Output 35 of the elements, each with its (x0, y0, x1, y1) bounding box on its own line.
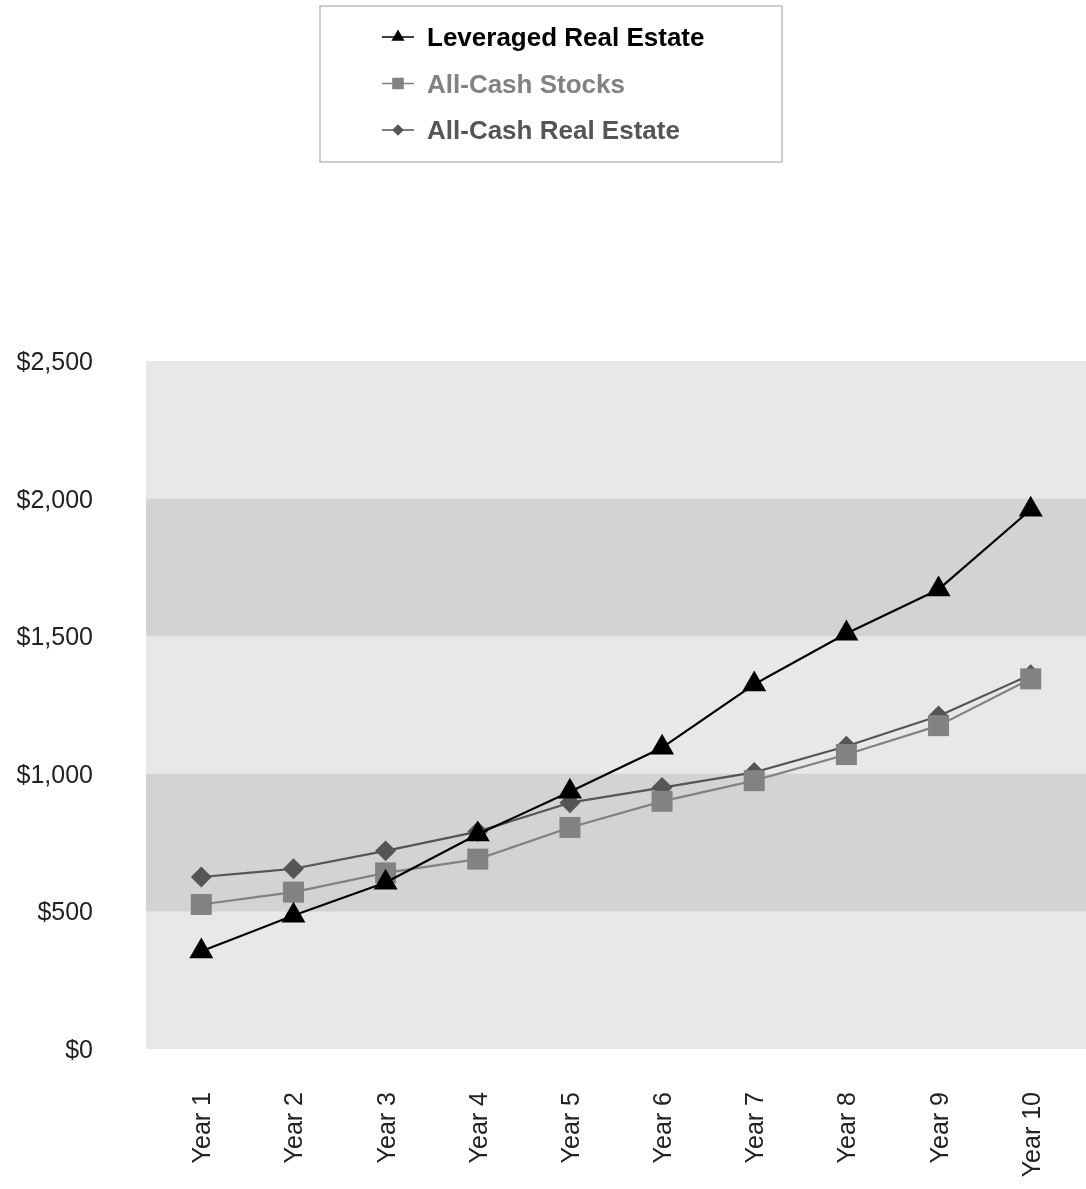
point (1018, 495, 1043, 517)
x-tick-label: Year 5 (555, 1092, 584, 1164)
point (283, 858, 304, 880)
x-tick-label: Year 10 (1016, 1092, 1045, 1178)
x-tick-label: Year 3 (371, 1092, 400, 1164)
legend-label: All-Cash Stocks (427, 68, 625, 99)
y-tick-label: $0 (65, 1035, 93, 1063)
x-tick-label: Year 4 (463, 1091, 492, 1164)
point (835, 744, 857, 766)
point (834, 619, 859, 641)
y-tick-label: $1,500 (16, 622, 93, 651)
point (742, 670, 767, 692)
point (928, 715, 950, 737)
y-tick-label: $500 (37, 897, 93, 926)
point (282, 881, 304, 903)
point (1020, 668, 1042, 690)
x-tick-label: Year 6 (648, 1092, 677, 1164)
legend-label: All-Cash Real Estate (427, 115, 680, 145)
point (559, 816, 581, 838)
point (190, 866, 212, 888)
legend-label: Leveraged Real Estate (427, 22, 705, 52)
point (743, 770, 765, 792)
y-tick-label: $2,500 (16, 347, 93, 375)
x-tick-label: Year 2 (279, 1092, 308, 1164)
point (926, 575, 951, 597)
point (651, 790, 673, 812)
x-tick-label: Year 9 (924, 1092, 953, 1164)
point (467, 848, 489, 870)
x-tick-label: Year 1 (187, 1092, 216, 1164)
x-tick-label: Year 8 (832, 1092, 861, 1164)
point (375, 840, 397, 862)
point (190, 894, 212, 916)
x-tick-label: Year 7 (740, 1092, 769, 1164)
y-tick-label: $1,000 (16, 759, 93, 788)
y-tick-label: $2,000 (16, 484, 93, 513)
